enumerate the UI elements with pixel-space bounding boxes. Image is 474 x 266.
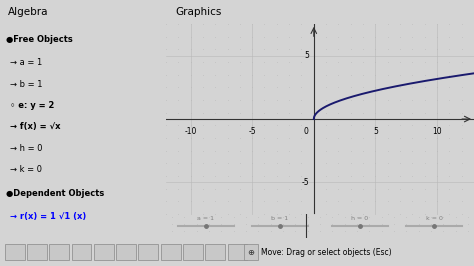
Text: ◦ e: y = 2: ◦ e: y = 2 <box>9 101 54 110</box>
Text: b = 1: b = 1 <box>271 216 289 221</box>
Bar <box>49 244 69 260</box>
Bar <box>138 244 158 260</box>
Text: → r(x) = 1 √1 (x): → r(x) = 1 √1 (x) <box>9 212 86 221</box>
Text: 5: 5 <box>304 51 310 60</box>
Text: → h = 0: → h = 0 <box>9 144 42 153</box>
Text: a = 1: a = 1 <box>198 216 214 221</box>
Bar <box>244 244 258 260</box>
Text: → b = 1: → b = 1 <box>9 80 42 89</box>
Text: ⊕: ⊕ <box>248 248 255 256</box>
Text: 5: 5 <box>373 127 378 136</box>
Text: Move: Drag or select objects (Esc): Move: Drag or select objects (Esc) <box>261 248 392 256</box>
Bar <box>116 244 136 260</box>
Text: -5: -5 <box>302 178 310 187</box>
Text: Graphics: Graphics <box>175 7 221 17</box>
Text: 0: 0 <box>304 127 309 136</box>
Text: -5: -5 <box>248 127 256 136</box>
Text: → k = 0: → k = 0 <box>9 165 42 174</box>
Bar <box>205 244 225 260</box>
Text: -10: -10 <box>184 127 197 136</box>
Bar <box>72 244 91 260</box>
Bar <box>27 244 47 260</box>
Text: k = 0: k = 0 <box>426 216 442 221</box>
Bar <box>228 244 247 260</box>
Bar <box>5 244 25 260</box>
Bar <box>161 244 181 260</box>
Bar <box>94 244 114 260</box>
Text: 10: 10 <box>432 127 442 136</box>
Text: Algebra: Algebra <box>8 7 48 17</box>
Text: → f(x) = √x: → f(x) = √x <box>9 122 60 131</box>
Bar <box>183 244 203 260</box>
Text: → a = 1: → a = 1 <box>9 58 42 67</box>
Text: ●Free Objects: ●Free Objects <box>7 35 73 44</box>
Text: ●Dependent Objects: ●Dependent Objects <box>7 189 105 198</box>
Text: h = 0: h = 0 <box>351 216 369 221</box>
